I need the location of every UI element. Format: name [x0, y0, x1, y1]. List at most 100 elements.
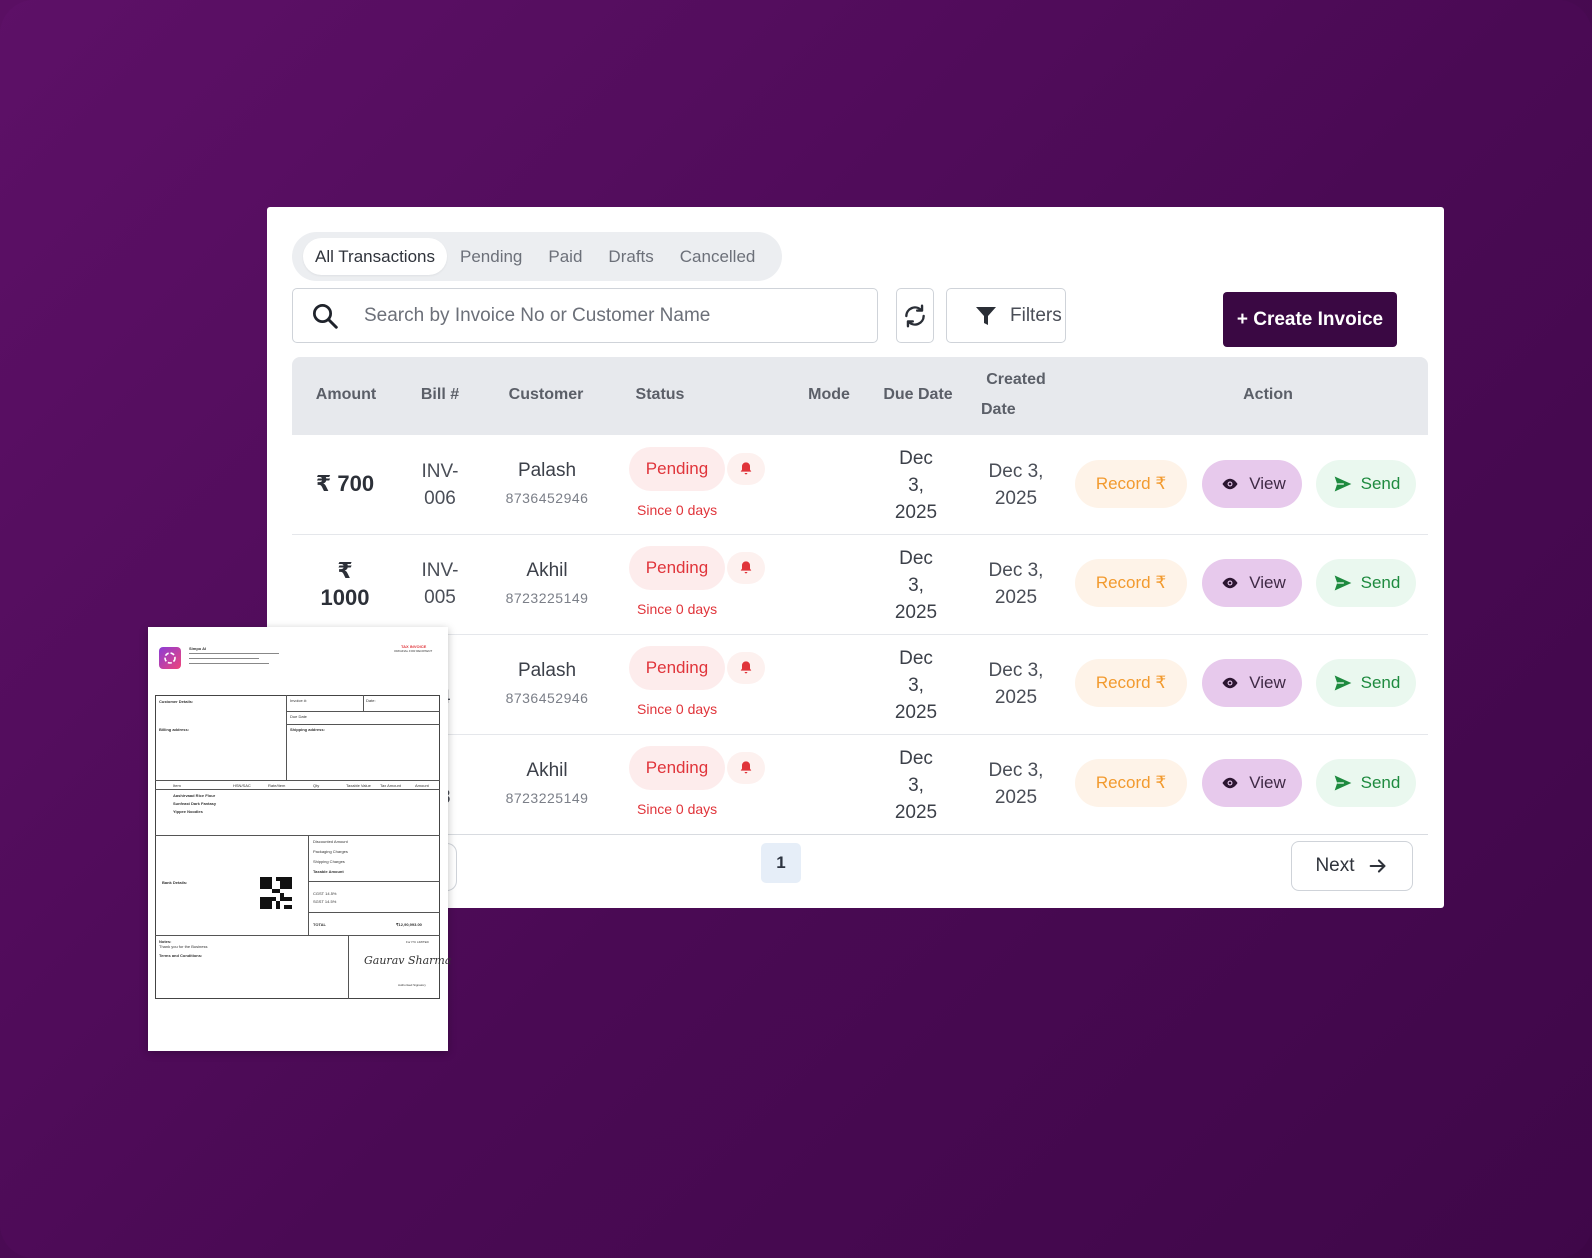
since-days: Since 0 days [637, 601, 718, 617]
page-number-current[interactable]: 1 [761, 843, 801, 883]
send-icon [1334, 775, 1351, 791]
divider [286, 695, 287, 780]
col-item: Item [173, 783, 181, 788]
next-label: Next [1315, 855, 1355, 876]
bill-number-line2: 006 [424, 488, 456, 509]
record-payment-button[interactable]: Record ₹ [1075, 559, 1187, 607]
invoices-panel: All Transactions Pending Paid Drafts Can… [267, 207, 1444, 908]
company-logo-icon [159, 647, 181, 669]
next-button[interactable]: Next [1291, 841, 1413, 891]
table-row: /- 03 Akhil 8723225149 Pending Since 0 d… [292, 735, 1428, 835]
send-icon [1334, 476, 1351, 492]
created-date-line1: Dec 3, [988, 560, 1044, 581]
eye-icon [1222, 478, 1238, 490]
send-button[interactable]: Send [1316, 659, 1416, 707]
company-address-lines [189, 658, 259, 659]
tab-pending[interactable]: Pending [460, 246, 523, 266]
item-row: Yippee Noodles [173, 809, 203, 814]
col-taxable: Taxable Value [346, 783, 371, 788]
for-company-label: For ITC LIMITED [406, 940, 429, 944]
divider [155, 789, 440, 790]
total-label: TOTAL [313, 922, 326, 927]
due-date-line1: Dec [899, 648, 933, 669]
reminder-button[interactable] [727, 453, 765, 485]
col-tax: Tax Amount [380, 783, 401, 788]
customer-cell: Akhil 8723225149 [492, 760, 602, 806]
search-input[interactable] [364, 304, 844, 327]
notes-text: Thank you for the Business [159, 944, 208, 949]
divider [155, 935, 440, 936]
customer-phone: 8736452946 [505, 490, 589, 506]
shipping-label: Shipping Charges [313, 859, 345, 864]
header-created-date: Date [981, 401, 1016, 418]
record-payment-button[interactable]: Record ₹ [1075, 659, 1187, 707]
record-payment-button[interactable]: Record ₹ [1075, 460, 1187, 508]
filters-label: Filters [1010, 304, 1062, 326]
customer-name: Palash [517, 660, 577, 681]
tab-all-transactions[interactable]: All Transactions [303, 238, 447, 275]
company-address-lines [189, 653, 279, 654]
view-button[interactable]: View [1202, 460, 1302, 508]
due-date-line3: 2025 [894, 702, 938, 723]
due-date-cell: Dec 3, 2025 [886, 745, 946, 826]
send-label: Send [1360, 673, 1401, 692]
signature: Gaurav Sharma [364, 954, 452, 967]
discount-label: Discounted Amount [313, 839, 348, 844]
tab-paid[interactable]: Paid [548, 246, 583, 266]
transaction-tabs: All Transactions Pending Paid Drafts Can… [292, 232, 782, 281]
col-qty: Qty [313, 783, 320, 788]
due-date-cell: Dec 3, 2025 [886, 545, 946, 626]
view-button[interactable]: View [1202, 659, 1302, 707]
search-box[interactable] [292, 288, 878, 343]
header-bill: Bill # [420, 386, 460, 403]
cgst-label: CGST 14.5% [313, 891, 337, 896]
customer-cell: Palash 8736452946 [492, 460, 602, 506]
sgst-label: SGST 14.5% [313, 899, 337, 904]
send-icon [1334, 675, 1351, 691]
bill-number-line1: INV- [421, 461, 459, 482]
refresh-button[interactable] [896, 288, 934, 343]
send-icon [1334, 575, 1351, 591]
view-label: View [1249, 474, 1286, 493]
due-date-line1: Dec [899, 448, 933, 469]
created-date-cell: Dec 3, 2025 [981, 557, 1051, 611]
tab-drafts[interactable]: Drafts [608, 246, 654, 266]
reminder-button[interactable] [727, 552, 765, 584]
send-button[interactable]: Send [1316, 559, 1416, 607]
record-payment-button[interactable]: Record ₹ [1075, 759, 1187, 807]
divider [308, 835, 309, 935]
create-invoice-button[interactable]: + Create Invoice [1223, 292, 1397, 347]
divider [308, 881, 440, 882]
header-mode: Mode [808, 386, 850, 403]
send-label: Send [1360, 773, 1401, 792]
reminder-button[interactable] [727, 652, 765, 684]
invoice-frame [155, 695, 440, 999]
customer-name: Palash [517, 460, 577, 481]
filters-button[interactable]: Filters [946, 288, 1066, 343]
due-date-line2: 3, [908, 675, 924, 696]
send-button[interactable]: Send [1316, 460, 1416, 508]
header-created: Created [986, 371, 1046, 388]
shipping-address-label: Shipping address: [290, 727, 325, 732]
divider [286, 724, 440, 725]
reminder-button[interactable] [727, 752, 765, 784]
tab-cancelled[interactable]: Cancelled [679, 246, 756, 266]
customer-phone: 8736452946 [505, 690, 589, 706]
view-button[interactable]: View [1202, 759, 1302, 807]
send-label: Send [1360, 474, 1401, 493]
created-date-line2: 2025 [994, 787, 1038, 808]
due-date-cell: Dec 3, 2025 [886, 445, 946, 526]
customer-cell: Akhil 8723225149 [492, 560, 602, 606]
invoice-tag: TAX INVOICE [401, 644, 427, 649]
divider [308, 912, 440, 913]
view-label: View [1249, 673, 1286, 692]
divider [363, 695, 364, 711]
send-button[interactable]: Send [1316, 759, 1416, 807]
search-icon [313, 303, 338, 329]
divider [155, 780, 440, 781]
col-rate: Rate/Item [268, 783, 286, 788]
authorised-signatory-label: Authorised Signatory [398, 983, 426, 987]
send-label: Send [1360, 573, 1401, 592]
view-label: View [1249, 573, 1286, 592]
view-button[interactable]: View [1202, 559, 1302, 607]
